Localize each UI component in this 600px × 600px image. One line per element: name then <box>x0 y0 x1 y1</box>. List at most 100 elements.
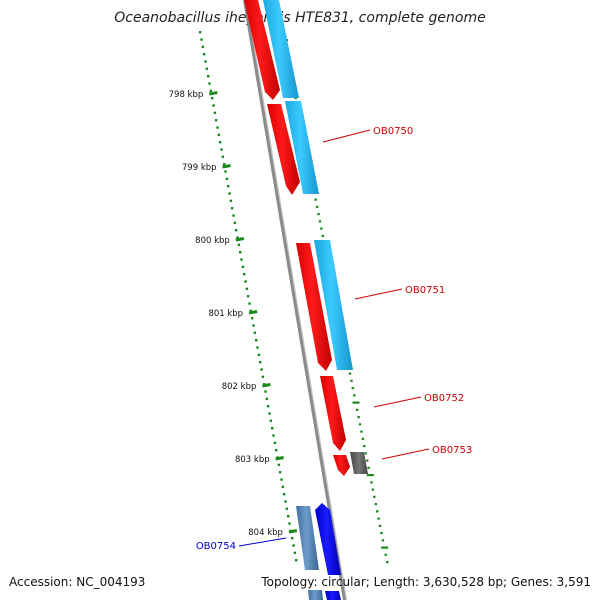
ruler-dot <box>244 280 247 283</box>
gene-arrow-ob0752[interactable] <box>320 376 346 451</box>
feature-block[interactable] <box>263 0 299 98</box>
ruler-dot <box>283 493 286 496</box>
ruler-dot <box>240 258 243 261</box>
outer-dot <box>378 524 382 527</box>
ruler-dot <box>281 485 285 489</box>
leader-line <box>381 448 430 460</box>
outer-dot <box>361 437 365 440</box>
gene-label-ob0754[interactable]: OB0754 <box>196 537 287 552</box>
ruler-dot <box>275 449 278 452</box>
ruler-dot <box>269 419 273 423</box>
ruler-tick-label: 800 kbp <box>195 236 230 246</box>
ruler-dot <box>248 302 251 305</box>
ruler-tick <box>275 456 284 461</box>
ruler-tick <box>288 529 298 534</box>
outer-dot <box>364 452 367 455</box>
ruler-dot <box>268 412 271 415</box>
ruler-dot <box>261 375 265 379</box>
ruler-dot <box>251 317 254 320</box>
leader-line <box>238 537 287 547</box>
ruler-dot <box>277 463 281 467</box>
gene-label-text: OB0751 <box>405 285 445 296</box>
gene-arrow-ob0753[interactable] <box>333 455 350 476</box>
gene-arrow-ob0751[interactable] <box>296 243 332 371</box>
gene-arrow[interactable] <box>244 0 280 100</box>
ruler-tick-label: 804 kbp <box>248 528 283 538</box>
outer-dot <box>321 234 325 237</box>
ruler-dot <box>287 515 290 518</box>
ruler-dot <box>279 471 282 474</box>
ruler-dot <box>232 214 235 217</box>
outer-dot <box>381 546 389 549</box>
leader-line <box>373 396 422 408</box>
ruler-dot <box>239 251 242 254</box>
ruler-dot <box>280 478 283 481</box>
outer-dot <box>384 553 387 556</box>
outer-dot <box>317 213 320 216</box>
gene-label-text: OB0754 <box>196 541 236 552</box>
gene-label-ob0752[interactable]: OB0752 <box>373 393 464 408</box>
gene-label-text: OB0750 <box>373 126 413 137</box>
gene-arrow-ob0754[interactable] <box>315 503 341 575</box>
outer-dot <box>315 205 319 208</box>
ruler-dot <box>201 45 205 49</box>
ruler-tick <box>208 91 218 96</box>
ruler-dot <box>252 324 255 327</box>
outer-dot <box>370 481 373 484</box>
backbone-line <box>243 0 347 600</box>
ruler-dot <box>228 192 231 195</box>
gene-label-ob0753[interactable]: OB0753 <box>381 445 472 460</box>
ruler-tick-label: 803 kbp <box>235 455 270 465</box>
ruler-dot <box>272 434 275 437</box>
outer-dot <box>348 372 352 375</box>
feature-track <box>244 0 368 600</box>
ruler-dot <box>223 163 226 166</box>
ruler-dot <box>293 551 297 555</box>
ruler-dot <box>211 97 214 100</box>
gene-label-text: OB0753 <box>432 445 472 456</box>
ruler-dot <box>265 397 269 401</box>
ruler-dot <box>216 126 219 129</box>
feature-block-ob0754[interactable] <box>296 506 319 570</box>
gene-label-ob0750[interactable]: OB0750 <box>322 126 413 143</box>
feature-block[interactable] <box>308 590 323 600</box>
outer-dot <box>375 510 379 513</box>
ruler-dot <box>259 361 262 364</box>
outer-dot <box>367 466 370 469</box>
ruler-dot <box>247 295 250 298</box>
ruler-tick-label: 798 kbp <box>169 90 204 100</box>
backbone-highlight <box>246 0 347 600</box>
ruler-dot <box>207 75 210 78</box>
gene-arrow[interactable] <box>267 104 300 195</box>
ruler-dot <box>253 331 257 335</box>
ruler-dot <box>288 522 291 525</box>
feature-block[interactable] <box>285 101 319 194</box>
feature-block-ob0753[interactable] <box>350 452 368 474</box>
ruler-dot <box>213 111 217 115</box>
outer-dot <box>355 408 359 411</box>
ruler-dot <box>245 287 249 291</box>
ruler-tick <box>235 237 245 242</box>
ruler-dot <box>229 199 233 203</box>
ruler-dot <box>215 119 218 122</box>
outer-dot <box>373 495 376 498</box>
ruler-dot <box>209 89 213 93</box>
outer-dot <box>351 387 355 390</box>
ruler-ticks: 798 kbp 799 kbp 800 kbp 801 kbp 802 kbp 803 k… <box>169 90 298 538</box>
ruler-dot <box>295 559 298 562</box>
ruler-dot <box>236 236 239 239</box>
ruler-dot <box>273 441 277 445</box>
map-title: Oceanobacillus iheyensis HTE831, complet… <box>114 10 485 26</box>
gene-arrow-ob0754-tail[interactable] <box>325 591 341 600</box>
gene-label-ob0751[interactable]: OB0751 <box>354 285 445 300</box>
ruler-dot <box>237 243 241 247</box>
ruler-tick <box>248 310 258 315</box>
ruler-dot <box>249 309 253 313</box>
accession-text: Accession: NC_004193 <box>9 575 145 589</box>
ruler-dot <box>271 427 274 430</box>
topology-text: Topology: circular; Length: 3,630,528 bp… <box>260 575 591 589</box>
feature-block-ob0751[interactable] <box>314 240 353 370</box>
outer-dot <box>380 532 383 535</box>
outer-dot <box>358 423 362 426</box>
